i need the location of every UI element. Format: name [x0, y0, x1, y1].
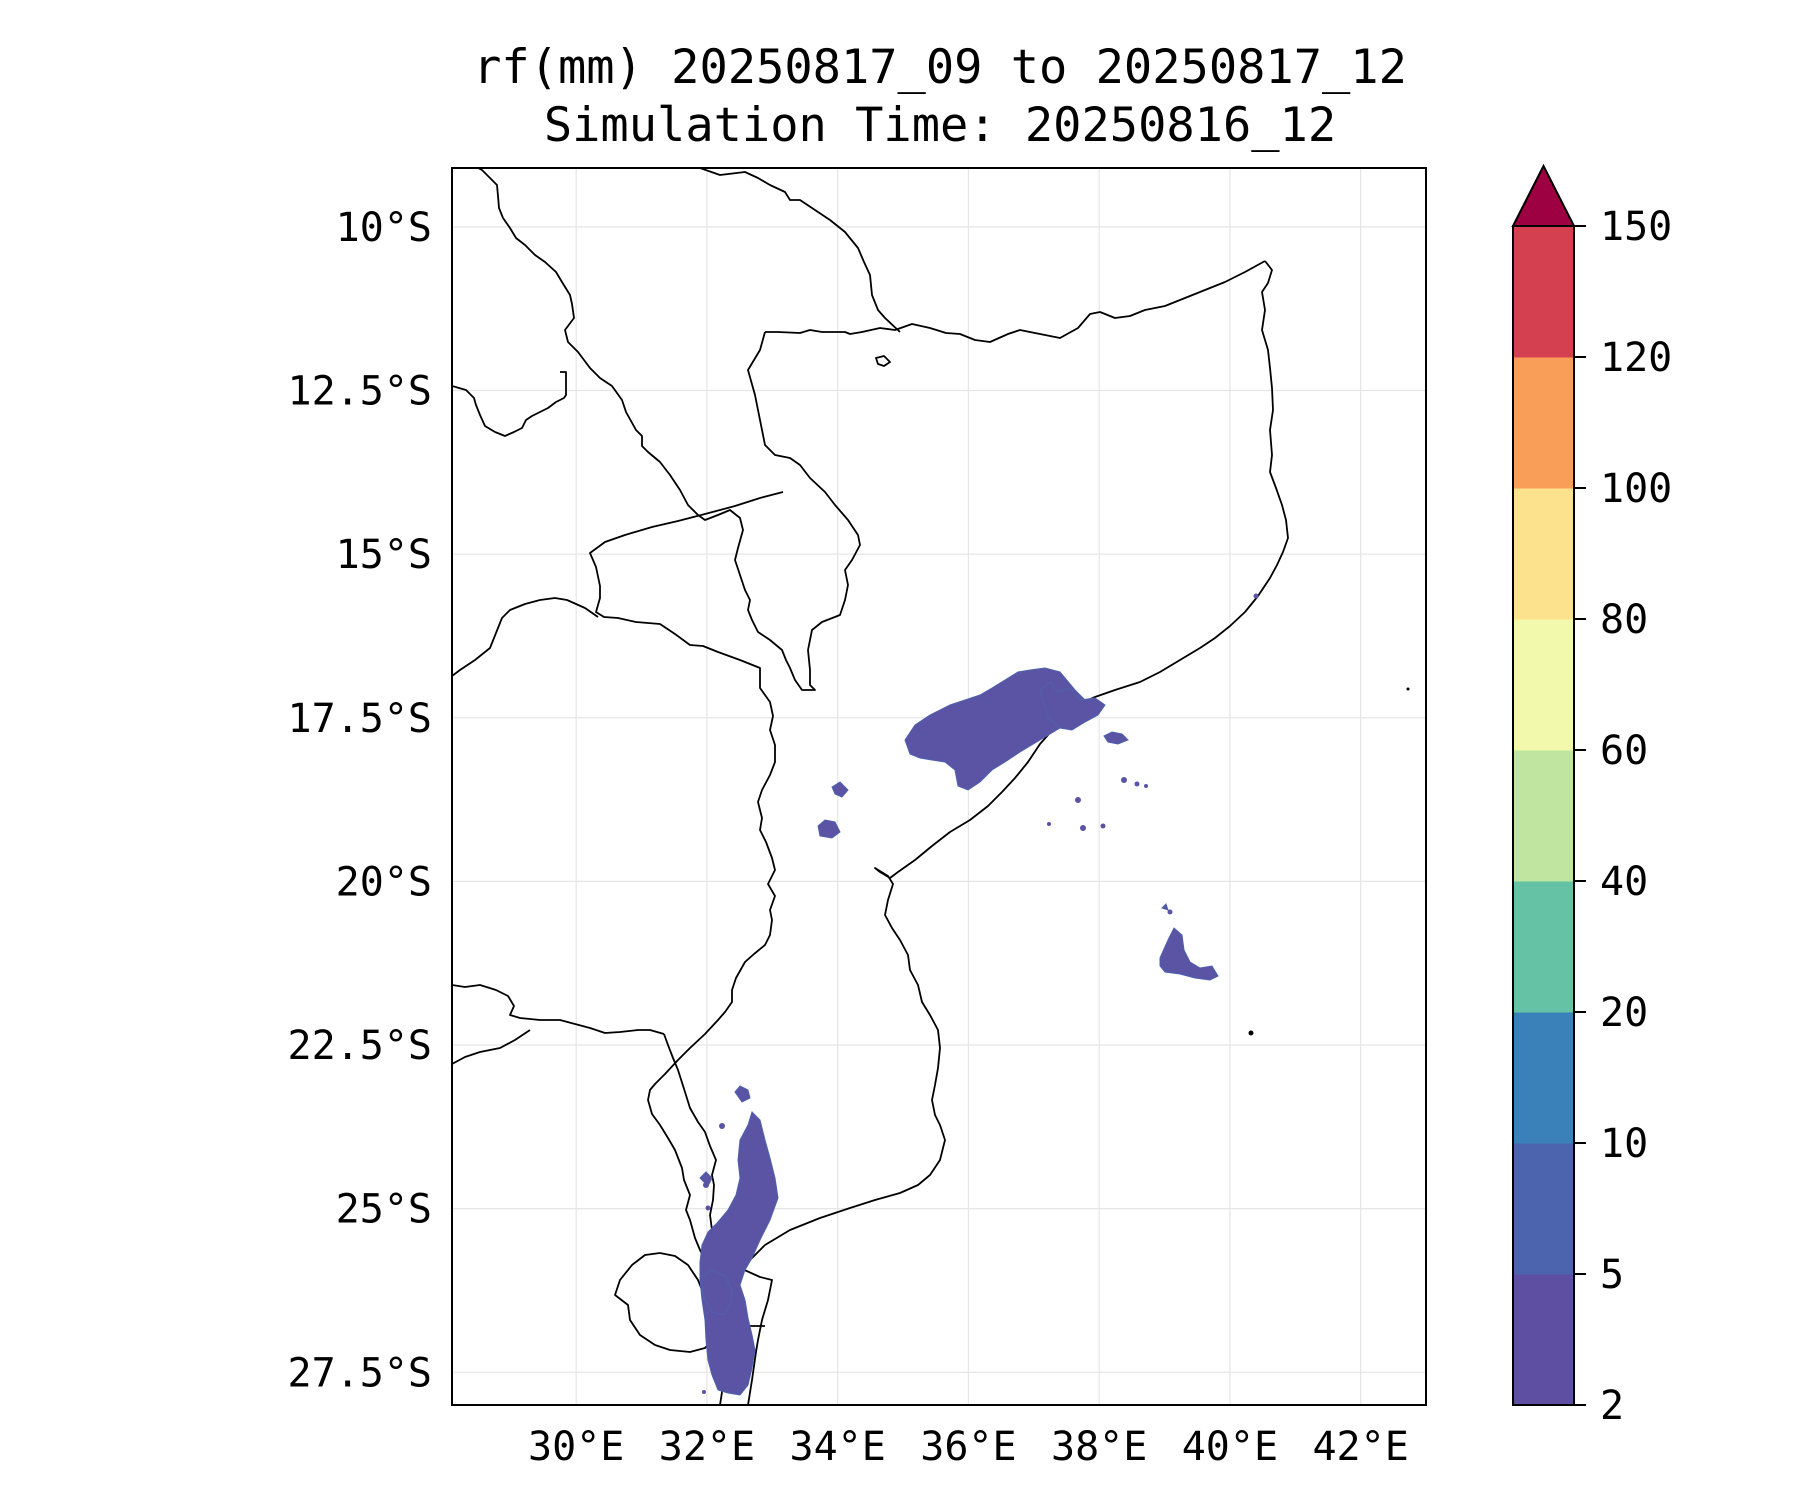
europa-island [1406, 687, 1410, 691]
latitude-tick-labels: 10°S 12.5°S 15°S 17.5°S 20°S 22.5°S 25°S 27.5°S [288, 205, 433, 1396]
mozambique-zambia-zimbabwe-border [589, 491, 784, 1276]
rainfall-area-central-west [831, 781, 849, 798]
map-frame [451, 167, 1427, 1406]
rainfall-area-beira-small [817, 819, 841, 839]
colorbar-tick-label: 150 [1600, 204, 1672, 250]
bassas-da-india-island [1248, 1030, 1254, 1036]
rainfall-area-channel [1159, 927, 1219, 981]
colorbar-segment [1513, 881, 1574, 1013]
colorbar-frame [1512, 225, 1575, 1406]
longitude-tick-labels: 30°E 32°E 34°E 36°E 38°E 40°E 42°E [528, 1424, 1409, 1470]
colorbar-tick-label: 60 [1600, 728, 1648, 774]
colorbar-segment [1513, 1274, 1574, 1406]
zambia-zimbabwe-border [452, 597, 599, 677]
rainfall-area-zambezi-east [1039, 681, 1106, 731]
map-title-line-2: Simulation Time: 20250816_12 [543, 98, 1337, 153]
lat-tick-label: 20°S [336, 859, 432, 905]
botswana-south-africa-border [452, 1029, 531, 1065]
rainfall-area-south-1 [734, 1085, 751, 1103]
rainfall-area-channel-speck [1161, 903, 1169, 911]
rainfall-areas [699, 667, 1219, 1396]
lon-tick-label: 36°E [920, 1424, 1016, 1470]
map-title-line-1: rf(mm) 20250817_09 to 20250817_12 [473, 40, 1407, 95]
zambia-border [452, 371, 567, 437]
rainfall-area-coast-east [1103, 731, 1129, 745]
zimbabwe-south-africa-border [452, 984, 665, 1035]
rainfall-area-dots [702, 593, 1259, 1394]
lat-tick-label: 17.5°S [288, 696, 433, 742]
colorbar-segment [1513, 357, 1574, 489]
lat-tick-label: 27.5°S [288, 1350, 433, 1396]
rainfall-area-south-3 [699, 1269, 733, 1316]
colorbar-segment [1513, 1143, 1574, 1275]
lon-tick-label: 30°E [528, 1424, 624, 1470]
colorbar-extend-arrow [1511, 163, 1576, 227]
lat-tick-label: 12.5°S [288, 369, 433, 415]
colorbar-segment [1513, 619, 1574, 751]
lon-tick-label: 38°E [1051, 1424, 1147, 1470]
islands [1248, 687, 1410, 1036]
colorbar-tick-label: 100 [1600, 466, 1672, 512]
lat-tick-label: 25°S [336, 1187, 432, 1233]
lat-tick-label: 15°S [336, 532, 432, 578]
colorbar-tick-label: 10 [1600, 1121, 1648, 1167]
colorbar-segment [1513, 1012, 1574, 1144]
mozambique-coastline [739, 260, 1289, 1405]
lon-tick-label: 40°E [1182, 1424, 1278, 1470]
colorbar-tick-label: 2 [1600, 1383, 1624, 1429]
colorbar-segment [1513, 226, 1574, 358]
lon-tick-label: 32°E [659, 1424, 755, 1470]
mozambique-northern-border [765, 260, 1266, 343]
colorbar-tick-label: 120 [1600, 335, 1672, 381]
lake-malawi-island [875, 355, 891, 367]
colorbar: 2 5 10 20 40 60 80 100 120 150 [1511, 163, 1672, 1429]
lon-tick-label: 34°E [790, 1424, 886, 1470]
lon-tick-label: 42°E [1312, 1424, 1408, 1470]
lat-tick-label: 10°S [336, 205, 432, 251]
colorbar-tick-label: 5 [1600, 1252, 1624, 1298]
rainfall-area-zambezi [904, 667, 1086, 791]
map-gridlines [452, 168, 1426, 1405]
rainfall-area-south-2 [699, 1111, 779, 1396]
malawi-border [477, 168, 861, 691]
eswatini-border [614, 1252, 713, 1353]
colorbar-segment [1513, 750, 1574, 882]
lat-tick-label: 22.5°S [288, 1023, 433, 1069]
colorbar-segment [1513, 488, 1574, 620]
country-borders [452, 168, 1289, 1405]
tanzania-malawi-border [699, 168, 901, 333]
colorbar-tick-label: 80 [1600, 597, 1648, 643]
colorbar-tick-label: 40 [1600, 859, 1648, 905]
colorbar-tick-label: 20 [1600, 990, 1648, 1036]
